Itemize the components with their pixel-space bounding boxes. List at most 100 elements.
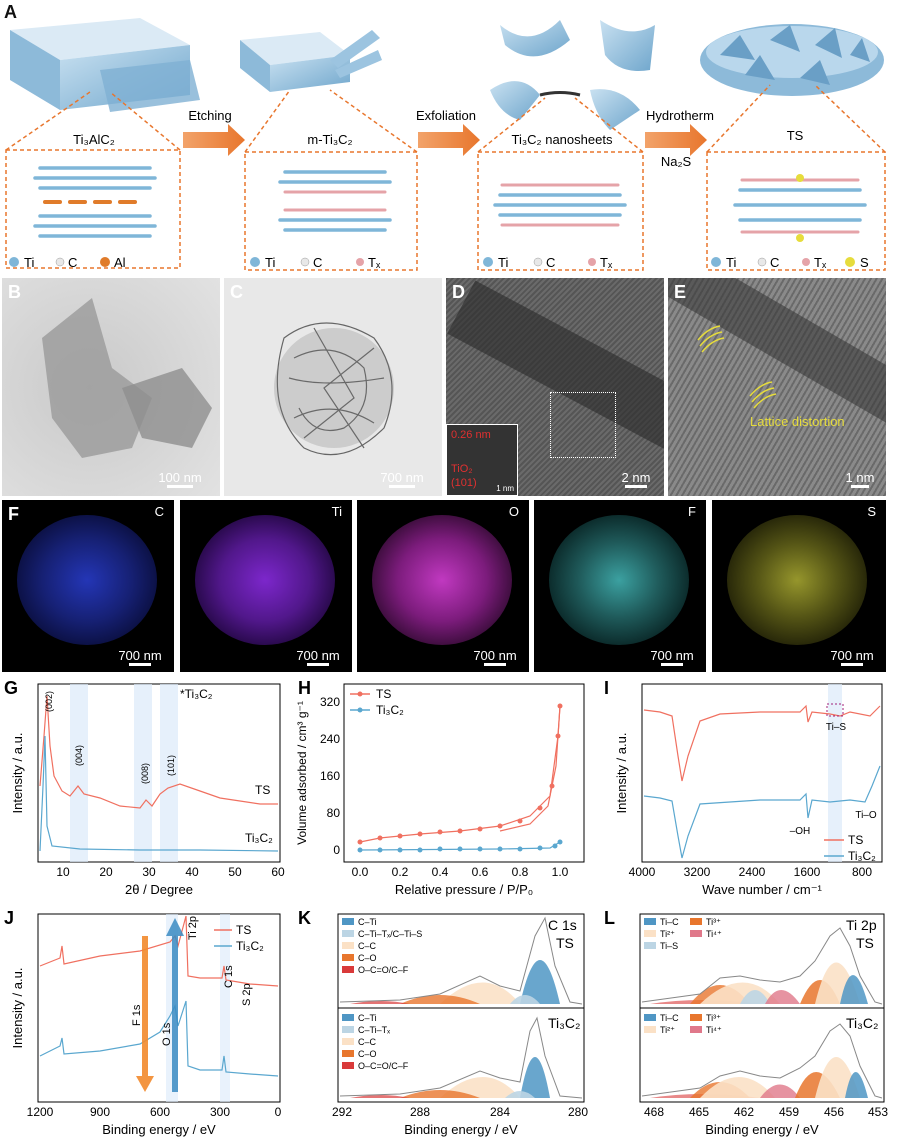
k-leg-top-1: C–Ti–Tₓ/C–Ti–S — [358, 929, 422, 939]
h-ytick-2: 160 — [320, 769, 340, 783]
g-xlabel: 2θ / Degree — [125, 882, 193, 897]
k-leg-top-2: C–C — [358, 941, 377, 951]
crystal-structure-4 — [733, 174, 867, 242]
j-xlabel: Binding energy / eV — [102, 1122, 216, 1137]
h-legend-ts: TS — [376, 687, 391, 701]
xps-f1s-label: F 1s — [131, 1004, 143, 1026]
l-leg-top-2: Ti–S — [660, 941, 678, 951]
i-legend-ts: TS — [848, 833, 863, 847]
k-leg-bot-0: C–Ti — [358, 1013, 377, 1023]
bet-ti3c2-points — [357, 839, 563, 853]
zoom-boxes — [5, 84, 886, 271]
reagent-label: Na₂S — [661, 154, 692, 169]
panel-g-series-ts: TS — [255, 783, 270, 797]
panel-b-label: B — [8, 282, 21, 302]
inset-d-plane: (101) — [451, 477, 477, 489]
h-ytick-0: 0 — [333, 843, 340, 857]
i-xtick-4: 800 — [852, 865, 872, 879]
k-top-label: TS — [556, 935, 574, 951]
xps-o1s-label: O 1s — [161, 1022, 173, 1046]
xps-ti3c2-trace — [39, 1000, 279, 1077]
scale-bar-c: 700 nm — [372, 470, 432, 488]
ftir-ti-s-label: Ti–S — [826, 722, 847, 733]
l-xtick-2: 462 — [734, 1105, 754, 1119]
k-xtick-2: 284 — [490, 1105, 510, 1119]
scale-bar-f1: 700 nm — [112, 648, 168, 666]
eds-element-o: O — [508, 504, 519, 519]
arrow-exfoliation — [418, 124, 480, 156]
lattice-distortion-annotation: Lattice distortion — [750, 414, 845, 429]
step-label-exfoliation: Exfoliation — [416, 108, 476, 123]
l-leg-bot-0: Ti–C — [660, 1013, 679, 1023]
h-ytick-1: 80 — [327, 806, 341, 820]
h-xtick-1: 0.2 — [392, 865, 409, 879]
legend4-0: Ti — [726, 255, 736, 270]
crystal-structure-2 — [278, 170, 392, 232]
xps-s2p-label: S 2p — [241, 983, 253, 1006]
eds-map-c: F C 700 nm — [2, 500, 174, 672]
hrtem-image-e: Lattice distortion E 1 nm — [668, 278, 886, 496]
h-xtick-3: 0.6 — [472, 865, 489, 879]
l-xlabel: Binding energy / eV — [705, 1122, 819, 1137]
tem-image-c: C 700 nm — [224, 278, 442, 496]
h-ytick-4: 320 — [320, 695, 340, 709]
l-leg-top-4: Ti⁴⁺ — [706, 929, 722, 939]
inset-d: 0.26 nm TiO₂ (101) 1 nm — [446, 424, 518, 496]
l-top-label: TS — [856, 935, 874, 951]
scale-bar-b: 100 nm — [150, 470, 210, 488]
g-ylabel: Intensity / a.u. — [10, 733, 25, 814]
eds-map-ti: Ti 700 nm — [180, 500, 352, 672]
step-label-etching: Etching — [188, 108, 231, 123]
peak-002: (002) — [44, 691, 54, 712]
k-xtick-3: 280 — [568, 1105, 588, 1119]
scale-bar-d: 2 nm — [616, 470, 656, 488]
l-leg-bot-3: Ti⁴⁺ — [706, 1025, 722, 1035]
k-leg-bot-2: C–C — [358, 1037, 377, 1047]
hrtem-image-d: 0.26 nm TiO₂ (101) 1 nm D 2 nm — [446, 278, 664, 496]
k-leg-top-0: C–Ti — [358, 917, 377, 927]
h-xlabel: Relative pressure / P/P₀ — [395, 882, 533, 897]
crystal-structure-3 — [493, 183, 627, 227]
g-xtick-0: 10 — [56, 865, 70, 879]
panel-h-label: H — [298, 678, 311, 698]
k-leg-bot-3: C–O — [358, 1049, 377, 1059]
h-legend-ti3c2: Ti₃C₂ — [376, 703, 404, 717]
l-leg-top-1: Ti²⁺ — [660, 929, 675, 939]
k-xtick-1: 288 — [410, 1105, 430, 1119]
j-ylabel: Intensity / a.u. — [10, 968, 25, 1049]
eds-map-s: S 700 nm — [712, 500, 886, 672]
panel-g-legend: *Ti₃C₂ — [180, 687, 213, 701]
i-xtick-3: 1600 — [794, 865, 821, 879]
legend3-0: Ti — [498, 255, 508, 270]
arrow-hydrotherm — [645, 124, 707, 156]
step-label-hydrotherm: Hydrotherm — [646, 108, 714, 123]
peak-101: (101) — [166, 755, 176, 776]
j-xtick-0: 1200 — [27, 1105, 54, 1119]
xrd-ti3c2-trace — [39, 735, 279, 852]
inset-d-scale: 1 nm — [496, 484, 514, 493]
k-leg-top-4: O–C=O/C–F — [358, 965, 409, 975]
xps-ti2p-label: Ti 2p — [187, 916, 199, 940]
i-xlabel: Wave number / cm⁻¹ — [702, 882, 822, 897]
legend4-3: S — [860, 255, 869, 270]
o1s-arrow — [166, 918, 184, 1092]
h-ylabel: Volume adsorbed / cm³ g⁻¹ — [295, 701, 309, 845]
l-xtick-1: 465 — [689, 1105, 709, 1119]
h-ytick-3: 240 — [320, 732, 340, 746]
legend4-2: Tₓ — [814, 255, 827, 270]
g-xtick-5: 60 — [271, 865, 285, 879]
k-leg-top-3: C–O — [358, 953, 377, 963]
k-xtick-0: 292 — [332, 1105, 352, 1119]
legend1-2: Al — [114, 255, 126, 270]
zoom-box-d — [550, 392, 616, 458]
l-bottom-label: Ti₃C₂ — [846, 1015, 878, 1031]
h-xtick-5: 1.0 — [552, 865, 569, 879]
legend3-1: C — [546, 255, 555, 270]
ftir-oh-label: –OH — [790, 826, 811, 837]
eds-element-s: S — [867, 504, 876, 519]
j-legend-ts: TS — [236, 923, 251, 937]
k-bottom-label: Ti₃C₂ — [548, 1015, 580, 1031]
g-xtick-3: 40 — [185, 865, 199, 879]
material-label-3: Ti₃C₂ nanosheets — [512, 132, 613, 147]
panel-f-label: F — [8, 504, 19, 524]
